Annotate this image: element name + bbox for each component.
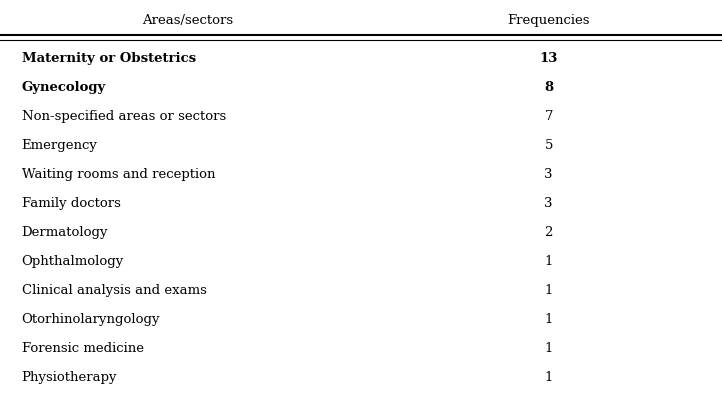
Text: Non-specified areas or sectors: Non-specified areas or sectors <box>22 110 226 123</box>
Text: 5: 5 <box>544 139 553 152</box>
Text: Gynecology: Gynecology <box>22 81 106 93</box>
Text: Otorhinolaryngology: Otorhinolaryngology <box>22 313 160 326</box>
Text: 1: 1 <box>544 342 553 355</box>
Text: 13: 13 <box>539 52 558 64</box>
Text: 1: 1 <box>544 313 553 326</box>
Text: 1: 1 <box>544 371 553 384</box>
Text: Waiting rooms and reception: Waiting rooms and reception <box>22 168 215 181</box>
Text: Maternity or Obstetrics: Maternity or Obstetrics <box>22 52 196 64</box>
Text: 3: 3 <box>544 197 553 210</box>
Text: 1: 1 <box>544 284 553 297</box>
Text: Frequencies: Frequencies <box>508 14 590 27</box>
Text: Physiotherapy: Physiotherapy <box>22 371 117 384</box>
Text: 7: 7 <box>544 110 553 123</box>
Text: Family doctors: Family doctors <box>22 197 121 210</box>
Text: Clinical analysis and exams: Clinical analysis and exams <box>22 284 206 297</box>
Text: Emergency: Emergency <box>22 139 97 152</box>
Text: 8: 8 <box>544 81 553 93</box>
Text: 2: 2 <box>544 226 553 239</box>
Text: Forensic medicine: Forensic medicine <box>22 342 144 355</box>
Text: 3: 3 <box>544 168 553 181</box>
Text: Areas/sectors: Areas/sectors <box>142 14 233 27</box>
Text: 1: 1 <box>544 255 553 268</box>
Text: Dermatology: Dermatology <box>22 226 108 239</box>
Text: Ophthalmology: Ophthalmology <box>22 255 124 268</box>
